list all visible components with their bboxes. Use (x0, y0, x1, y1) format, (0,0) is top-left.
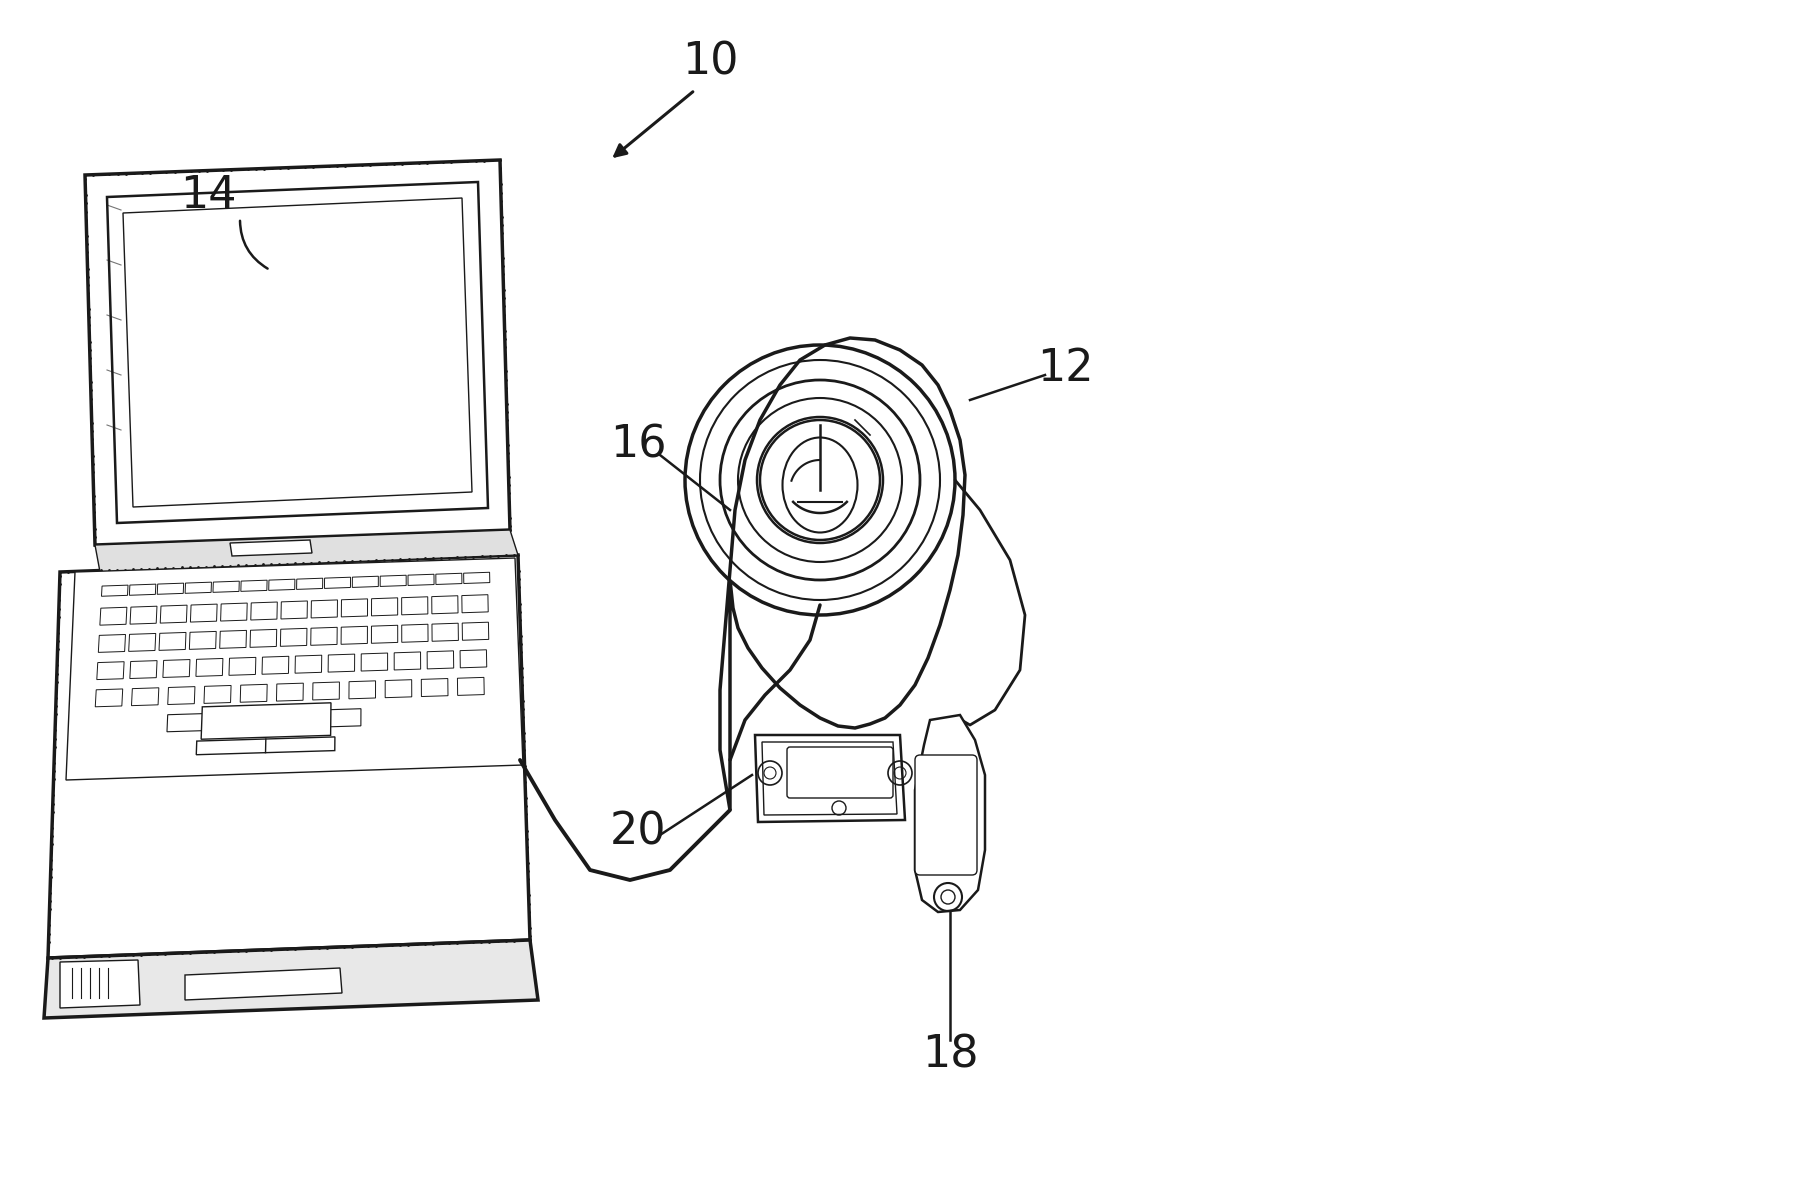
Polygon shape (195, 659, 222, 676)
Polygon shape (294, 655, 321, 673)
Polygon shape (132, 688, 159, 705)
Polygon shape (200, 703, 330, 740)
Ellipse shape (782, 438, 857, 532)
Polygon shape (220, 630, 245, 648)
Polygon shape (49, 555, 529, 958)
Polygon shape (101, 585, 128, 596)
Polygon shape (97, 662, 125, 680)
Polygon shape (282, 601, 307, 619)
Polygon shape (262, 656, 289, 674)
Polygon shape (96, 688, 123, 706)
Text: 16: 16 (610, 424, 666, 466)
Polygon shape (251, 602, 278, 620)
Polygon shape (421, 679, 448, 697)
Polygon shape (249, 630, 276, 648)
Polygon shape (204, 686, 231, 704)
Polygon shape (462, 623, 489, 641)
Polygon shape (197, 737, 334, 755)
FancyBboxPatch shape (787, 747, 892, 798)
Polygon shape (276, 684, 303, 701)
Polygon shape (240, 685, 267, 703)
Polygon shape (190, 604, 217, 622)
Polygon shape (161, 605, 188, 623)
Polygon shape (296, 579, 323, 589)
Polygon shape (431, 623, 458, 642)
Polygon shape (401, 624, 428, 642)
Text: 18: 18 (921, 1033, 978, 1076)
Polygon shape (159, 632, 186, 650)
Polygon shape (372, 625, 397, 643)
Polygon shape (428, 651, 453, 669)
Polygon shape (754, 735, 904, 822)
Text: 20: 20 (610, 810, 666, 853)
Polygon shape (720, 338, 964, 810)
Polygon shape (190, 631, 217, 649)
Text: 10: 10 (680, 41, 738, 84)
Polygon shape (460, 650, 487, 668)
Polygon shape (325, 577, 350, 588)
Polygon shape (85, 160, 509, 545)
Polygon shape (408, 574, 433, 586)
Polygon shape (162, 660, 190, 678)
Polygon shape (464, 573, 489, 583)
Polygon shape (401, 596, 428, 614)
Polygon shape (106, 183, 487, 523)
Polygon shape (372, 598, 397, 616)
Polygon shape (384, 680, 412, 698)
Text: 12: 12 (1036, 346, 1092, 389)
Polygon shape (381, 575, 406, 587)
Polygon shape (462, 594, 487, 613)
Polygon shape (229, 540, 312, 556)
Polygon shape (329, 654, 354, 672)
Polygon shape (60, 960, 141, 1008)
Polygon shape (213, 581, 238, 593)
Polygon shape (184, 968, 341, 1000)
Polygon shape (128, 633, 155, 651)
Polygon shape (762, 742, 897, 815)
Polygon shape (240, 580, 267, 592)
Polygon shape (915, 715, 984, 911)
Polygon shape (341, 599, 368, 617)
Polygon shape (269, 579, 294, 591)
Polygon shape (280, 629, 307, 647)
Polygon shape (431, 595, 458, 614)
Polygon shape (130, 661, 157, 679)
Polygon shape (341, 626, 366, 644)
Polygon shape (99, 607, 126, 625)
Polygon shape (352, 576, 377, 587)
Polygon shape (393, 651, 421, 670)
Text: 14: 14 (180, 173, 236, 216)
Polygon shape (166, 709, 361, 731)
Circle shape (760, 420, 879, 540)
Polygon shape (184, 582, 211, 593)
Polygon shape (96, 530, 518, 571)
Polygon shape (361, 653, 388, 670)
Polygon shape (67, 558, 523, 780)
Polygon shape (310, 600, 338, 618)
Polygon shape (123, 198, 471, 507)
Polygon shape (312, 682, 339, 700)
Polygon shape (348, 681, 375, 699)
Polygon shape (229, 657, 256, 675)
Polygon shape (168, 687, 195, 705)
FancyBboxPatch shape (915, 755, 977, 874)
Polygon shape (130, 606, 157, 624)
Polygon shape (310, 628, 338, 645)
Polygon shape (157, 583, 184, 594)
Polygon shape (457, 678, 484, 696)
Polygon shape (97, 635, 125, 653)
Polygon shape (220, 604, 247, 622)
Polygon shape (435, 574, 462, 585)
Polygon shape (130, 585, 155, 595)
Polygon shape (43, 940, 538, 1018)
